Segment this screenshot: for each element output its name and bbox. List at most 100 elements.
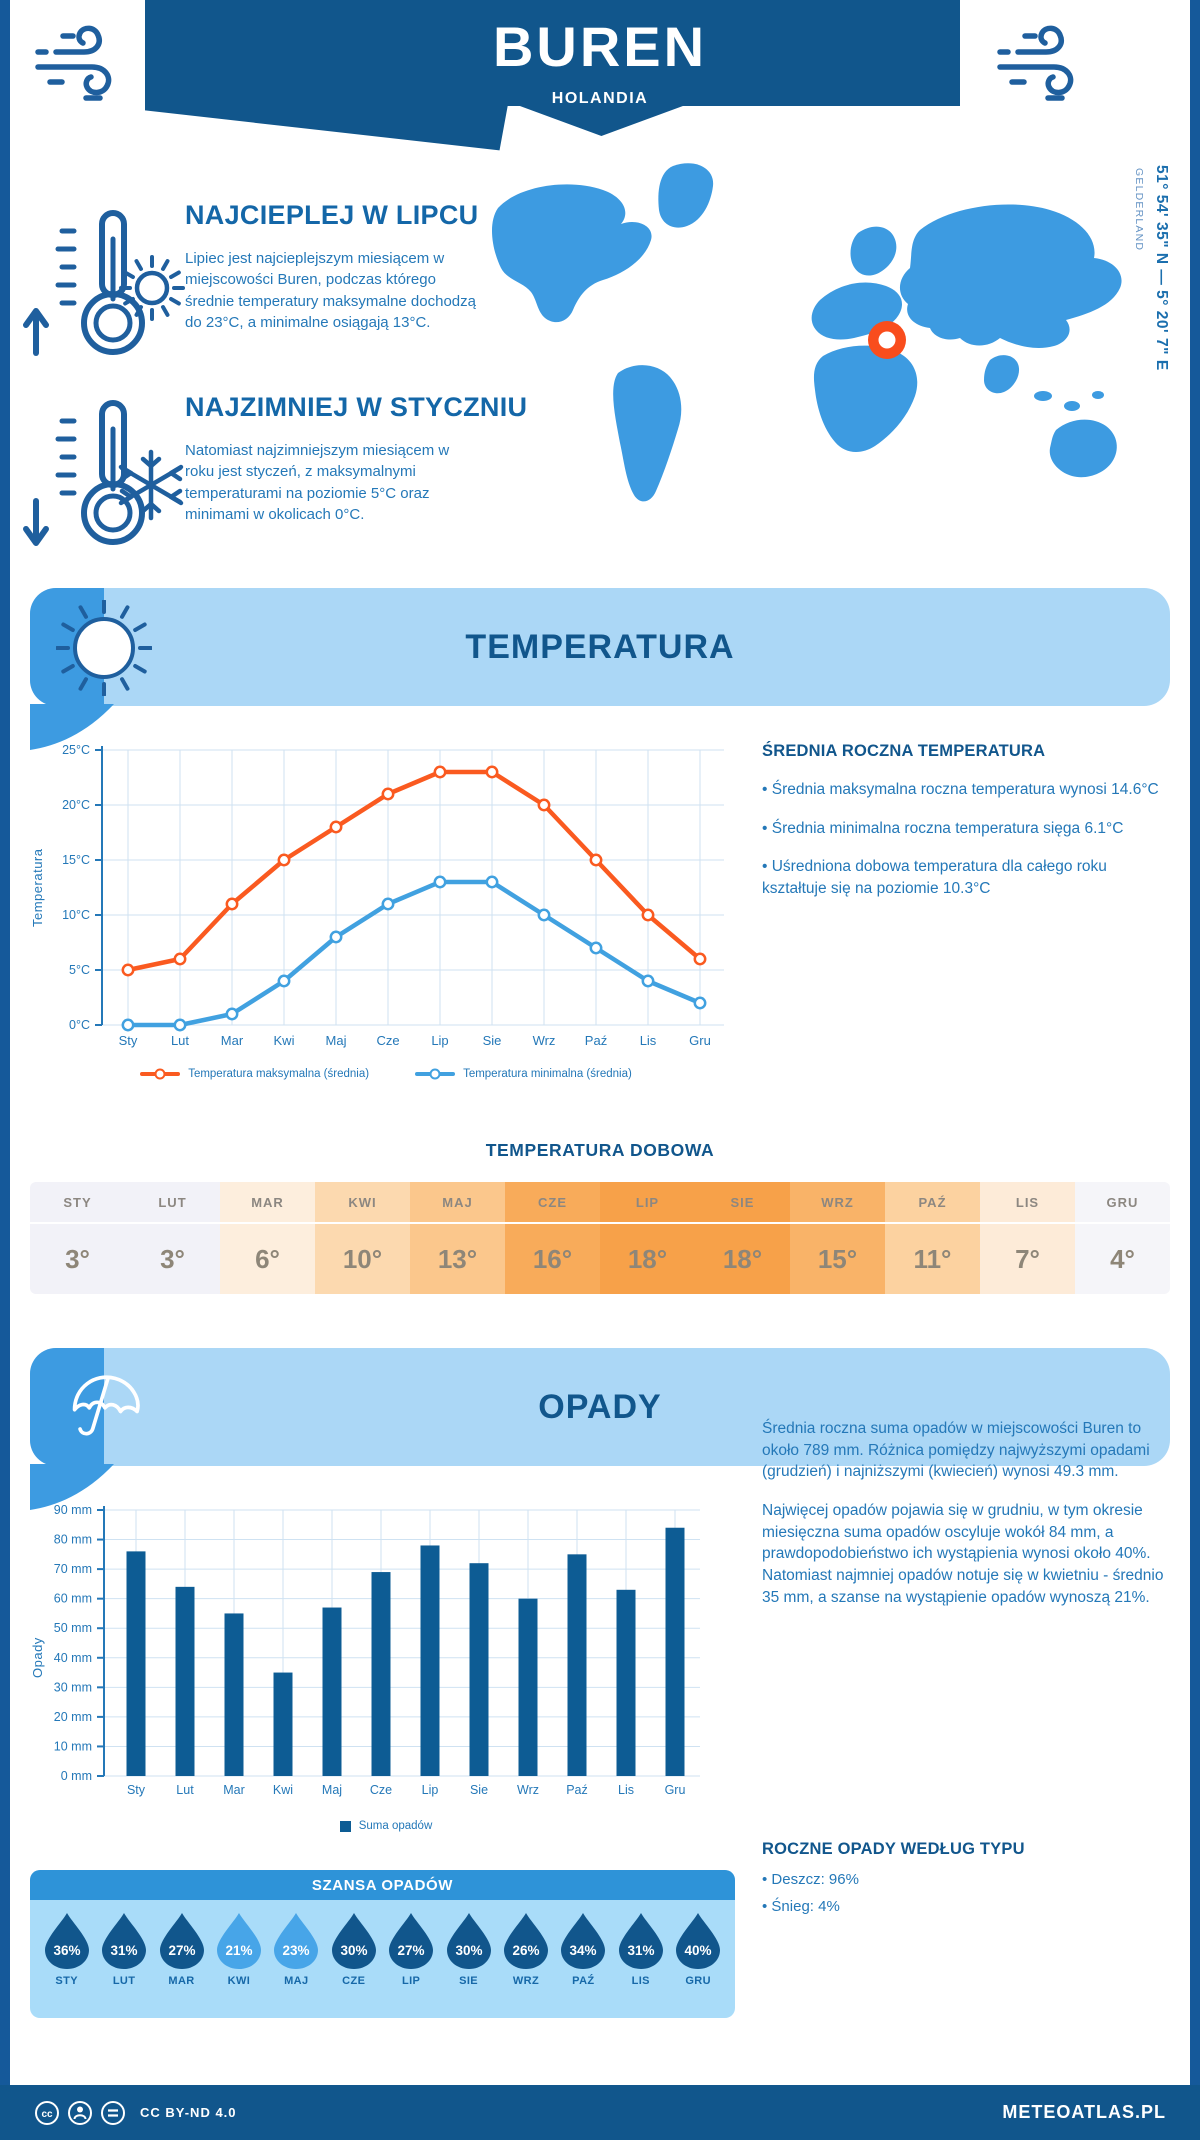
- precipitation-section-banner: OPADY: [30, 1348, 1170, 1466]
- svg-text:Gru: Gru: [665, 1783, 686, 1797]
- footer: cc CC BY-ND 4.0 METEOATLAS.PL: [0, 2085, 1200, 2140]
- raindrop-icon: 40%: [676, 1913, 721, 1969]
- svg-text:26%: 26%: [512, 1943, 539, 1958]
- temperature-section-banner: TEMPERATURA: [30, 588, 1170, 706]
- svg-text:30 mm: 30 mm: [54, 1680, 92, 1694]
- precip-chart-legend: Suma opadów: [36, 1820, 736, 1832]
- temperature-value: 3°: [160, 1243, 185, 1274]
- chance-drop: 27% MAR: [156, 1912, 208, 1987]
- chance-drop: 36% STY: [41, 1912, 93, 1987]
- raindrop-icon: 27%: [159, 1913, 204, 1969]
- month-label: LIP: [401, 1975, 421, 1987]
- month-label: MAR: [168, 1975, 195, 1987]
- month-label: GRU: [1075, 1182, 1170, 1224]
- world-map: [491, 163, 1122, 502]
- svg-text:20 mm: 20 mm: [54, 1710, 92, 1724]
- month-label: MAR: [220, 1182, 315, 1224]
- month-label: LIP: [600, 1182, 695, 1224]
- svg-text:Paź: Paź: [585, 1033, 607, 1048]
- svg-text:50 mm: 50 mm: [54, 1621, 92, 1635]
- month-label: MAJ: [284, 1975, 309, 1987]
- coldest-title: NAJZIMNIEJ W STYCZNIU: [185, 392, 528, 422]
- precipitation-type-panel: ROCZNE OPADY WEDŁUG TYPU • Deszcz: 96% •…: [762, 1840, 1174, 1925]
- raindrop-icon: 26%: [503, 1913, 548, 1969]
- svg-text:27%: 27%: [398, 1943, 425, 1958]
- svg-text:Cze: Cze: [376, 1033, 399, 1048]
- month-label: PAŹ: [572, 1975, 595, 1987]
- raindrop-icon: 27%: [389, 1913, 434, 1969]
- svg-text:20°C: 20°C: [62, 798, 90, 812]
- chance-drop: 21% KWI: [213, 1912, 265, 1987]
- svg-text:5°C: 5°C: [69, 963, 90, 977]
- precipitation-text-panel: Średnia roczna suma opadów w miejscowośc…: [762, 1418, 1174, 1626]
- annual-temp-heading: ŚREDNIA ROCZNA TEMPERATURA: [762, 742, 1046, 760]
- temperature-value: 4°: [1110, 1243, 1135, 1274]
- temperature-section-title: TEMPERATURA: [465, 627, 735, 666]
- license-icons: cc: [34, 2100, 126, 2126]
- sun-icon: [56, 600, 152, 696]
- svg-text:cc: cc: [41, 2109, 53, 2120]
- month-label: KWI: [315, 1182, 410, 1224]
- annual-temp-bullet: • Średnia minimalna roczna temperatura s…: [762, 819, 1124, 837]
- chance-drop: 30% CZE: [328, 1912, 380, 1987]
- svg-text:27%: 27%: [168, 1943, 195, 1958]
- chance-drop: 30% SIE: [443, 1912, 495, 1987]
- thermometer-up-icon: [23, 210, 145, 356]
- svg-text:Lut: Lut: [176, 1783, 194, 1797]
- daily-temperature-heading: TEMPERATURA DOBOWA: [485, 1140, 715, 1160]
- month-label: LIS: [980, 1182, 1075, 1224]
- month-label: MAJ: [410, 1182, 505, 1224]
- temperature-line-chart: 0°C 5°C 10°C 15°C 20°C 25°C Sty Lut Mar Kwi Maj Cze…: [62, 743, 724, 1048]
- daily-temp-column: WRZ 15°: [790, 1182, 885, 1294]
- svg-text:40%: 40%: [685, 1943, 712, 1958]
- svg-text:Wrz: Wrz: [517, 1783, 539, 1797]
- sun-icon: [119, 255, 185, 321]
- svg-text:Mar: Mar: [221, 1033, 244, 1048]
- chance-drop: 23% MAJ: [270, 1912, 322, 1987]
- raindrop-icon: 21%: [216, 1913, 261, 1969]
- page-subtitle: HOLANDIA: [551, 90, 649, 107]
- daily-temp-column: LUT 3°: [125, 1182, 220, 1294]
- annual-temperature-panel: ŚREDNIA ROCZNA TEMPERATURA • Średnia mak…: [762, 742, 1170, 917]
- chance-drop: 34% PAŹ: [557, 1912, 609, 1987]
- daily-temp-column: CZE 16°: [505, 1182, 600, 1294]
- legend-item: Temperatura maksymalna (średnia): [140, 1068, 369, 1080]
- precipitation-paragraph: Najwięcej opadów pojawia się w grudniu, …: [762, 1502, 1164, 1606]
- month-label: LIS: [631, 1975, 650, 1987]
- coordinates-label: 51° 54' 35" N — 5° 20' 7" E: [1153, 165, 1170, 371]
- temperature-value: 6°: [255, 1243, 280, 1274]
- temperature-value: 16°: [532, 1243, 573, 1274]
- svg-text:60 mm: 60 mm: [54, 1592, 92, 1606]
- daily-temp-column: MAR 6°: [220, 1182, 315, 1294]
- daily-temp-column: PAŹ 11°: [885, 1182, 980, 1294]
- temperature-value: 3°: [65, 1243, 90, 1274]
- raindrop-icon: 31%: [102, 1913, 147, 1969]
- warmest-text: Lipiec jest najcieplejszym miesiącem w m…: [185, 250, 476, 331]
- daily-temperature-table: STY 3° LUT 3° MAR 6° KWI 10° MAJ 13° CZE 16° LIP 18° S…: [30, 1182, 1170, 1294]
- right-border: [1190, 0, 1200, 2140]
- precipitation-chance-panel: SZANSA OPADÓW 36% STY 31% LUT 27% MAR 21% KWI 23…: [30, 1870, 735, 2018]
- chance-drops-row: 36% STY 31% LUT 27% MAR 21% KWI 23% MAJ 30% CZE 27% L…: [30, 1900, 735, 1987]
- svg-text:Paź: Paź: [566, 1783, 588, 1797]
- svg-text:Lis: Lis: [640, 1033, 657, 1048]
- svg-text:90 mm: 90 mm: [54, 1503, 92, 1517]
- svg-text:30%: 30%: [340, 1943, 367, 1958]
- chance-title: SZANSA OPADÓW: [30, 1870, 735, 1900]
- daily-temp-column: GRU 4°: [1075, 1182, 1170, 1294]
- chance-drop: 26% WRZ: [500, 1912, 552, 1987]
- svg-text:Kwi: Kwi: [273, 1783, 293, 1797]
- raindrop-icon: 30%: [446, 1913, 491, 1969]
- umbrella-icon: [72, 1375, 140, 1436]
- month-label: STY: [55, 1975, 78, 1987]
- temperature-value: 7°: [1015, 1243, 1040, 1274]
- svg-text:Sty: Sty: [119, 1033, 138, 1048]
- chance-drop: 27% LIP: [385, 1912, 437, 1987]
- svg-text:10 mm: 10 mm: [54, 1739, 92, 1753]
- no-derivatives-icon: [101, 2100, 125, 2125]
- daily-temp-column: SIE 18°: [695, 1182, 790, 1294]
- warmest-title: NAJCIEPLEJ W LIPCU: [185, 200, 479, 230]
- precipitation-paragraph: Średnia roczna suma opadów w miejscowośc…: [762, 1420, 1150, 1481]
- temperature-value: 15°: [817, 1243, 858, 1274]
- precip-type-heading: ROCZNE OPADY WEDŁUG TYPU: [762, 1840, 1025, 1858]
